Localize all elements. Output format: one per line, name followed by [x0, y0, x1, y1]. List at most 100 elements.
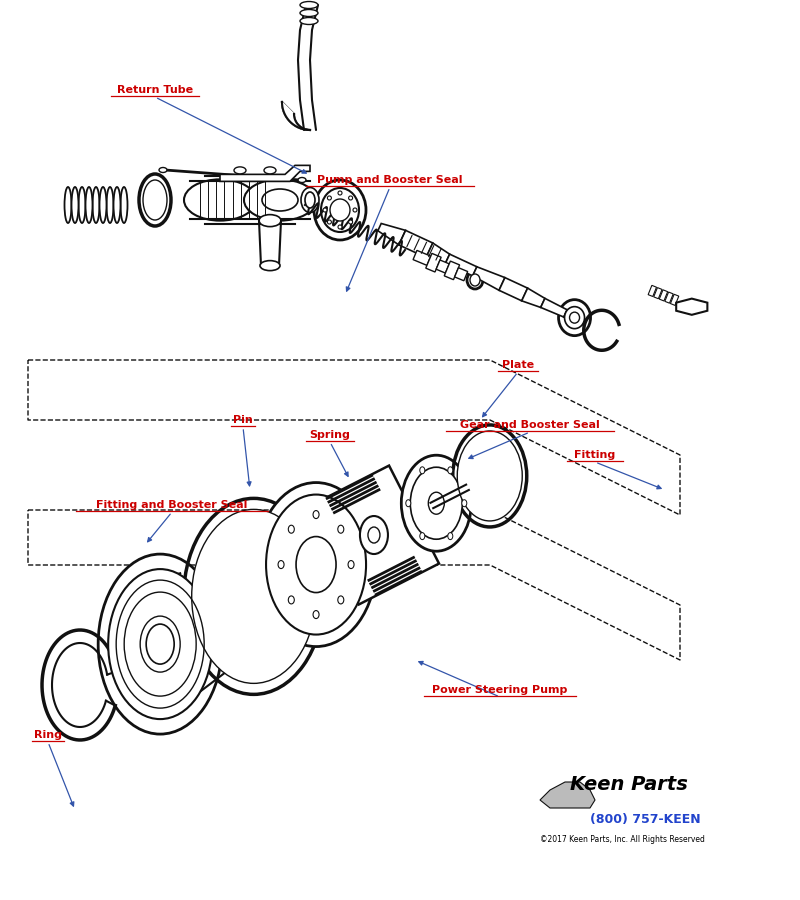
- Ellipse shape: [338, 225, 342, 229]
- Polygon shape: [213, 179, 287, 220]
- Ellipse shape: [313, 610, 319, 618]
- Ellipse shape: [420, 467, 425, 473]
- Ellipse shape: [301, 187, 319, 212]
- Ellipse shape: [259, 214, 281, 227]
- Polygon shape: [499, 277, 528, 301]
- Ellipse shape: [558, 300, 590, 336]
- Ellipse shape: [428, 492, 444, 514]
- Text: Fitting and Booster Seal: Fitting and Booster Seal: [96, 500, 248, 510]
- Ellipse shape: [184, 179, 256, 220]
- Ellipse shape: [300, 10, 318, 16]
- Ellipse shape: [462, 500, 467, 507]
- Ellipse shape: [360, 516, 388, 554]
- Ellipse shape: [448, 533, 453, 540]
- Ellipse shape: [266, 495, 366, 634]
- Polygon shape: [298, 5, 318, 130]
- Ellipse shape: [296, 536, 336, 592]
- Ellipse shape: [143, 180, 167, 220]
- Ellipse shape: [300, 17, 318, 24]
- Ellipse shape: [262, 189, 298, 211]
- Ellipse shape: [106, 187, 114, 223]
- Polygon shape: [659, 290, 668, 301]
- Polygon shape: [399, 230, 433, 257]
- Ellipse shape: [305, 192, 315, 208]
- Polygon shape: [676, 299, 707, 315]
- Ellipse shape: [98, 554, 222, 734]
- Polygon shape: [436, 260, 450, 273]
- Ellipse shape: [65, 187, 71, 223]
- Ellipse shape: [338, 191, 342, 195]
- Ellipse shape: [327, 196, 331, 200]
- Ellipse shape: [114, 187, 121, 223]
- Ellipse shape: [300, 2, 318, 8]
- Ellipse shape: [159, 167, 167, 173]
- Ellipse shape: [348, 561, 354, 569]
- Polygon shape: [540, 782, 595, 808]
- Ellipse shape: [402, 455, 471, 551]
- Polygon shape: [670, 294, 678, 305]
- Polygon shape: [378, 223, 406, 245]
- Ellipse shape: [570, 312, 579, 323]
- Ellipse shape: [86, 187, 93, 223]
- Polygon shape: [541, 299, 567, 317]
- Polygon shape: [522, 288, 545, 308]
- Polygon shape: [665, 292, 674, 303]
- Polygon shape: [473, 266, 505, 291]
- Polygon shape: [413, 250, 430, 266]
- Ellipse shape: [93, 187, 99, 223]
- Text: Plate: Plate: [502, 360, 534, 370]
- Ellipse shape: [420, 533, 425, 540]
- Ellipse shape: [448, 467, 453, 473]
- Ellipse shape: [314, 180, 366, 240]
- Ellipse shape: [470, 274, 480, 286]
- Text: Ring: Ring: [34, 730, 62, 740]
- Ellipse shape: [410, 467, 462, 539]
- Ellipse shape: [288, 526, 294, 533]
- Ellipse shape: [78, 187, 86, 223]
- Ellipse shape: [368, 527, 380, 543]
- Ellipse shape: [288, 596, 294, 604]
- Text: Return Tube: Return Tube: [117, 85, 193, 95]
- Ellipse shape: [71, 187, 78, 223]
- Ellipse shape: [323, 208, 327, 212]
- Ellipse shape: [146, 624, 174, 664]
- Polygon shape: [564, 310, 585, 325]
- Ellipse shape: [256, 482, 376, 646]
- Ellipse shape: [406, 500, 411, 507]
- Text: Fitting: Fitting: [574, 450, 616, 460]
- Text: (800) 757-KEEN: (800) 757-KEEN: [590, 814, 701, 826]
- Ellipse shape: [321, 188, 359, 232]
- Ellipse shape: [124, 592, 196, 696]
- Ellipse shape: [99, 187, 106, 223]
- Ellipse shape: [298, 177, 306, 183]
- Ellipse shape: [330, 199, 350, 221]
- Polygon shape: [426, 243, 450, 263]
- Polygon shape: [444, 261, 460, 280]
- Text: ©2017 Keen Parts, Inc. All Rights Reserved: ©2017 Keen Parts, Inc. All Rights Reserv…: [540, 835, 705, 844]
- Ellipse shape: [338, 596, 344, 604]
- Ellipse shape: [234, 166, 246, 174]
- Polygon shape: [426, 254, 441, 272]
- Ellipse shape: [244, 179, 316, 220]
- Ellipse shape: [565, 307, 585, 328]
- Ellipse shape: [108, 569, 212, 719]
- Ellipse shape: [349, 220, 353, 224]
- Polygon shape: [220, 166, 310, 182]
- Ellipse shape: [264, 166, 276, 174]
- Ellipse shape: [458, 431, 522, 521]
- Text: Pump and Booster Seal: Pump and Booster Seal: [318, 175, 462, 185]
- Ellipse shape: [260, 261, 280, 271]
- Text: Power Steering Pump: Power Steering Pump: [432, 685, 568, 695]
- Text: Pin: Pin: [233, 415, 253, 425]
- Ellipse shape: [192, 509, 316, 683]
- Ellipse shape: [349, 196, 353, 200]
- Polygon shape: [648, 285, 657, 296]
- Ellipse shape: [121, 187, 127, 223]
- Text: Gear and Booster Seal: Gear and Booster Seal: [460, 420, 600, 430]
- Text: Spring: Spring: [310, 430, 350, 440]
- Ellipse shape: [327, 220, 331, 224]
- Polygon shape: [454, 267, 468, 281]
- Ellipse shape: [313, 510, 319, 518]
- Polygon shape: [309, 465, 439, 605]
- Polygon shape: [654, 288, 662, 299]
